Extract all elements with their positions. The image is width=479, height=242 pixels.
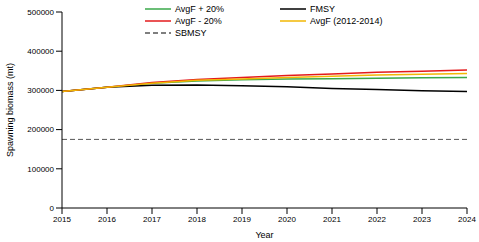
svg-text:2022: 2022 — [368, 215, 386, 224]
svg-text:500000: 500000 — [27, 8, 54, 17]
svg-text:400000: 400000 — [27, 47, 54, 56]
svg-text:2023: 2023 — [413, 215, 431, 224]
svg-text:2021: 2021 — [323, 215, 341, 224]
svg-text:2015: 2015 — [53, 215, 71, 224]
svg-text:2018: 2018 — [188, 215, 206, 224]
html-text:SBMSY: SBMSY — [175, 27, 207, 38]
svg-text:Year: Year — [255, 230, 273, 240]
html-text:AvgF - 20%: AvgF - 20% — [175, 15, 222, 26]
svg-text:300000: 300000 — [27, 86, 54, 95]
svg-text:2017: 2017 — [143, 215, 161, 224]
html-text:AvgF (2012-2014): AvgF (2012-2014) — [310, 15, 383, 26]
html-text:AvgF + 20%: AvgF + 20% — [175, 3, 225, 14]
svg-text:2024: 2024 — [458, 215, 471, 224]
svg-text:100000: 100000 — [27, 165, 54, 174]
svg-text:2020: 2020 — [278, 215, 296, 224]
svg-text:2019: 2019 — [233, 215, 251, 224]
svg-text:2016: 2016 — [98, 215, 116, 224]
svg-text:0: 0 — [50, 204, 55, 213]
svg-text:200000: 200000 — [27, 125, 54, 134]
html-text:FMSY: FMSY — [310, 3, 335, 14]
svg-text:Spawning biomass (mt): Spawning biomass (mt) — [8, 63, 15, 157]
